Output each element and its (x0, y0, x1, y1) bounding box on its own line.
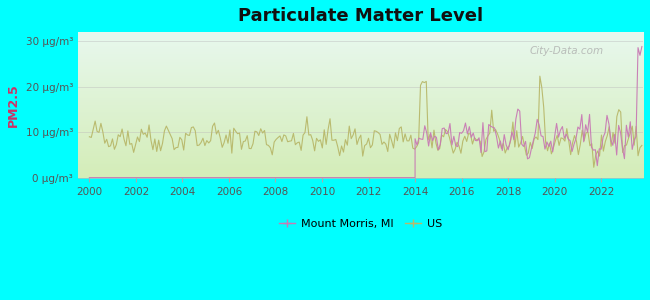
Title: Particulate Matter Level: Particulate Matter Level (238, 7, 483, 25)
Legend: Mount Morris, MI, US: Mount Morris, MI, US (274, 214, 447, 233)
Text: City-Data.com: City-Data.com (530, 46, 604, 56)
Y-axis label: PM2.5: PM2.5 (7, 83, 20, 127)
